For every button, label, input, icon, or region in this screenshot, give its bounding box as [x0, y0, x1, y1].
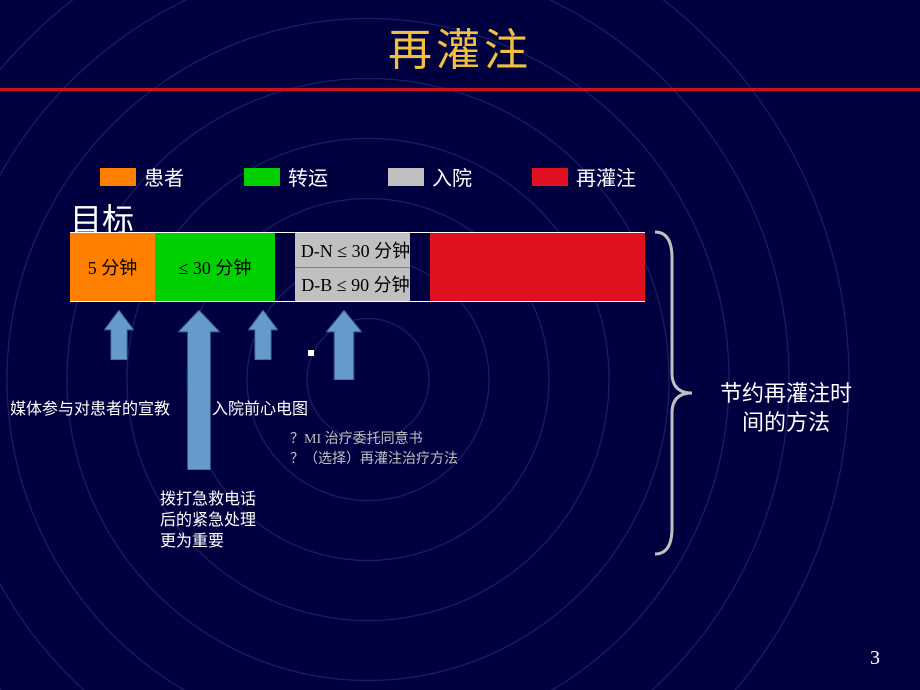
swatch-icon: [100, 168, 136, 186]
result-line1: 节约再灌注时: [720, 381, 852, 406]
title-divider: [0, 88, 920, 91]
legend-label: 患者: [144, 162, 184, 191]
up-arrow-icon: [104, 310, 134, 360]
title-text: 再灌注: [388, 26, 532, 75]
legend: 患者 转运 入院 再灌注: [100, 162, 636, 191]
segment-label: ≤ 30 分钟: [179, 254, 252, 280]
note-choice: ？（选择）再灌注治疗方法: [290, 450, 458, 470]
bar-segment-split: D-N ≤ 30 分钟 D-B ≤ 90 分钟: [275, 232, 430, 302]
segment-split-top: D-N ≤ 30 分钟: [295, 233, 410, 268]
legend-item: 转运: [244, 162, 328, 191]
legend-item: 入院: [388, 162, 472, 191]
segment-label: 5 分钟: [88, 254, 138, 280]
swatch-icon: [244, 168, 280, 186]
legend-label: 入院: [432, 162, 472, 191]
swatch-icon: [532, 168, 568, 186]
swatch-icon: [388, 168, 424, 186]
bar-segment: [430, 232, 645, 302]
note-emergency: 拨打急救电话后的紧急处理更为重要: [160, 490, 270, 552]
slide-title: 再灌注: [0, 0, 920, 78]
legend-item: 再灌注: [532, 162, 636, 191]
up-arrow-icon: [248, 310, 278, 360]
result-line2: 间的方法: [742, 410, 830, 435]
bar-segment: 5 分钟: [70, 232, 155, 302]
bar-segment: ≤ 30 分钟: [155, 232, 275, 302]
note-consent: ？MI 治疗委托同意书: [290, 430, 423, 450]
up-arrow-icon: [326, 310, 362, 380]
note-ecg: 入院前心电图: [210, 400, 310, 421]
up-arrow-icon: [178, 310, 220, 470]
legend-label: 转运: [288, 162, 328, 191]
page-number: 3: [870, 647, 880, 670]
segment-split-bottom: D-B ≤ 90 分钟: [295, 268, 409, 302]
legend-label: 再灌注: [576, 162, 636, 191]
result-label: 节约再灌注时 间的方法: [720, 380, 852, 437]
timeline-bar: 5 分钟 ≤ 30 分钟 D-N ≤ 30 分钟 D-B ≤ 90 分钟: [70, 232, 645, 302]
curly-brace-icon: [650, 228, 700, 563]
bullet-dot-icon: [308, 350, 314, 356]
legend-item: 患者: [100, 162, 184, 191]
note-media: 媒体参与对患者的宣教: [10, 400, 170, 421]
